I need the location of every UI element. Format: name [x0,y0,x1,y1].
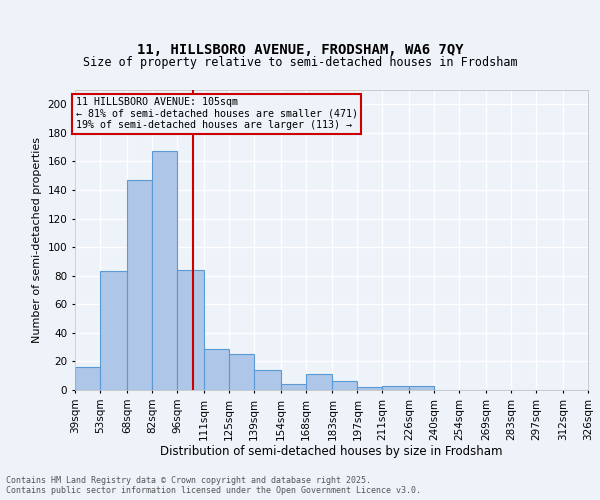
Bar [332,382,358,390]
Bar [281,384,305,390]
Bar [229,354,254,390]
Bar [382,386,409,390]
Y-axis label: Number of semi-detached properties: Number of semi-detached properties [32,137,42,343]
Bar [358,387,382,390]
X-axis label: Distribution of semi-detached houses by size in Frodsham: Distribution of semi-detached houses by … [160,446,503,458]
Text: 11 HILLSBORO AVENUE: 105sqm
← 81% of semi-detached houses are smaller (471)
19% : 11 HILLSBORO AVENUE: 105sqm ← 81% of sem… [76,97,358,130]
Bar [254,370,281,390]
Text: Contains HM Land Registry data © Crown copyright and database right 2025.
Contai: Contains HM Land Registry data © Crown c… [6,476,421,495]
Text: Size of property relative to semi-detached houses in Frodsham: Size of property relative to semi-detach… [83,56,517,69]
Bar [177,270,203,390]
Text: 11, HILLSBORO AVENUE, FRODSHAM, WA6 7QY: 11, HILLSBORO AVENUE, FRODSHAM, WA6 7QY [137,44,463,58]
Bar [305,374,332,390]
Bar [100,272,127,390]
Bar [127,180,152,390]
Bar [203,348,229,390]
Bar [152,152,177,390]
Bar [75,367,100,390]
Bar [409,386,434,390]
